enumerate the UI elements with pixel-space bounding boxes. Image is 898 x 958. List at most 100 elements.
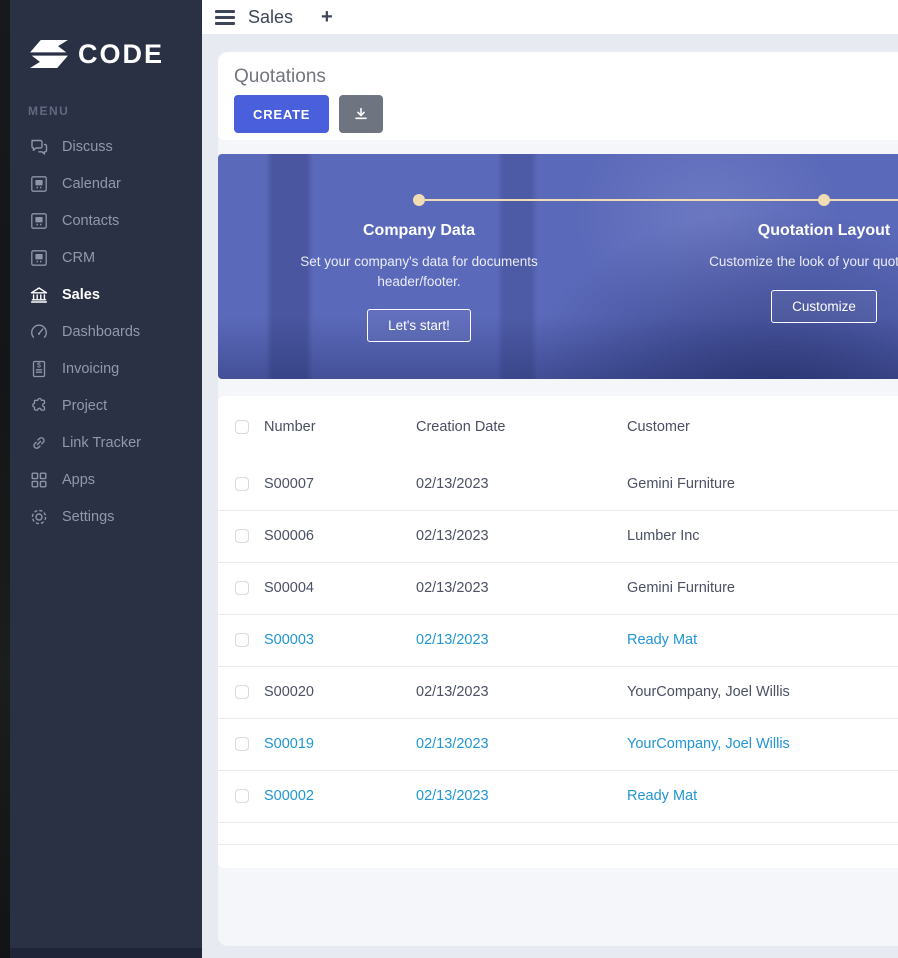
onboarding-progress-line bbox=[425, 199, 898, 201]
plus-icon[interactable]: + bbox=[321, 6, 333, 28]
row-checkbox[interactable] bbox=[235, 737, 249, 751]
sidebar-item-label: CRM bbox=[62, 249, 96, 266]
step-title: Company Data bbox=[362, 222, 476, 239]
sidebar-item-label: Contacts bbox=[62, 212, 120, 229]
sidebar-item-calendar[interactable]: Calendar bbox=[10, 165, 202, 202]
sidebar-item-label: Apps bbox=[62, 471, 96, 488]
sidebar-item-label: Invoicing bbox=[62, 360, 120, 377]
svg-text:$: $ bbox=[37, 362, 41, 369]
row-checkbox[interactable] bbox=[235, 529, 249, 543]
download-button[interactable] bbox=[339, 95, 384, 133]
sidebar-item-label: Link Tracker bbox=[62, 434, 141, 451]
cell-customer[interactable]: Ready Mat bbox=[627, 769, 898, 823]
cell-date[interactable]: 02/13/2023 bbox=[416, 613, 627, 666]
cell-number[interactable]: S00020 bbox=[264, 665, 416, 718]
row-checkbox[interactable] bbox=[235, 789, 249, 803]
page-title: Quotations bbox=[234, 66, 326, 87]
cell-customer[interactable]: Ready Mat bbox=[627, 613, 898, 666]
topbar: Sales + bbox=[202, 0, 898, 34]
quotations-table-card: Number Creation Date Customer S00007 02/… bbox=[218, 396, 898, 868]
menu-section-label: MENU bbox=[28, 104, 70, 118]
cell-date[interactable]: 02/13/2023 bbox=[416, 717, 627, 770]
table-row[interactable]: S00006 02/13/2023 Lumber Inc bbox=[218, 509, 898, 562]
sidebar-item-apps[interactable]: Apps bbox=[10, 461, 202, 498]
quotations-table: Number Creation Date Customer S00007 02/… bbox=[218, 396, 898, 823]
cell-number[interactable]: S00004 bbox=[264, 561, 416, 614]
logo-icon bbox=[30, 40, 68, 68]
menu-toggle-icon[interactable] bbox=[215, 9, 235, 25]
sidebar-item-contacts[interactable]: Contacts bbox=[10, 202, 202, 239]
select-all-checkbox[interactable] bbox=[235, 420, 249, 434]
cell-customer[interactable]: Lumber Inc bbox=[627, 509, 898, 562]
logo-text: CODE bbox=[78, 38, 165, 69]
logo[interactable]: CODE bbox=[10, 18, 202, 82]
onboarding-step-company-data: Company Data Set your company's data for… bbox=[284, 222, 554, 343]
sidebar-item-label: Calendar bbox=[62, 175, 121, 192]
cell-customer[interactable]: Gemini Furniture bbox=[627, 561, 898, 614]
download-icon bbox=[353, 106, 369, 122]
cell-date[interactable]: 02/13/2023 bbox=[416, 475, 489, 492]
cell-number[interactable]: S00003 bbox=[264, 613, 416, 666]
row-checkbox[interactable] bbox=[235, 476, 249, 491]
table-row[interactable]: S00020 02/13/2023 YourCompany, Joel Will… bbox=[218, 665, 898, 718]
row-checkbox[interactable] bbox=[235, 633, 249, 647]
table-row[interactable]: S00002 02/13/2023 Ready Mat bbox=[218, 769, 898, 823]
step-dot-icon bbox=[413, 194, 425, 206]
table-header-row: Number Creation Date Customer bbox=[218, 396, 898, 458]
row-checkbox[interactable] bbox=[235, 685, 249, 699]
sidebar-item-label: Discuss bbox=[62, 138, 113, 155]
cell-date[interactable]: 02/13/2023 bbox=[416, 561, 627, 614]
topbar-app-title[interactable]: Sales bbox=[248, 6, 294, 27]
onboarding-banner: Company Data Set your company's data for… bbox=[218, 154, 898, 379]
sidebar-item-dashboards[interactable]: Dashboards bbox=[10, 313, 202, 350]
sidebar-item-settings[interactable]: Settings bbox=[10, 498, 202, 535]
app-placeholder-icon bbox=[28, 247, 49, 268]
customize-button[interactable]: Customize bbox=[771, 289, 877, 323]
cell-number[interactable]: S00002 bbox=[264, 769, 416, 823]
cell-customer[interactable]: YourCompany, Joel Willis bbox=[627, 665, 898, 718]
cell-customer[interactable]: YourCompany, Joel Willis bbox=[627, 717, 898, 770]
page-header-card: Quotations CREATE bbox=[218, 52, 898, 140]
app-placeholder-icon bbox=[28, 210, 49, 231]
table-row[interactable]: S00003 02/13/2023 Ready Mat bbox=[218, 613, 898, 666]
background-photo-edge bbox=[0, 0, 10, 958]
link-icon bbox=[28, 432, 49, 453]
step-dot-icon bbox=[818, 194, 830, 206]
apps-icon bbox=[28, 469, 49, 490]
lets-start-button[interactable]: Let's start! bbox=[367, 309, 471, 343]
cell-date[interactable]: 02/13/2023 bbox=[416, 509, 627, 562]
table-row[interactable]: S00004 02/13/2023 Gemini Furniture bbox=[218, 561, 898, 614]
sidebar: CODE MENU Discuss bbox=[0, 0, 202, 958]
create-button[interactable]: CREATE bbox=[234, 95, 330, 133]
cell-number[interactable]: S00007 bbox=[264, 475, 314, 492]
cell-date[interactable]: 02/13/2023 bbox=[416, 769, 627, 823]
settings-icon bbox=[28, 506, 49, 527]
sidebar-item-invoicing[interactable]: $ Invoicing bbox=[10, 350, 202, 387]
sidebar-item-label: Dashboards bbox=[62, 323, 141, 340]
step-title: Quotation Layout bbox=[757, 222, 891, 239]
sidebar-item-sales[interactable]: Sales bbox=[10, 276, 202, 313]
app-placeholder-icon bbox=[28, 173, 49, 194]
sidebar-item-project[interactable]: Project bbox=[10, 387, 202, 424]
table-row[interactable]: S00019 02/13/2023 YourCompany, Joel Will… bbox=[218, 717, 898, 770]
column-header-creation-date[interactable]: Creation Date bbox=[416, 419, 506, 435]
table-row[interactable]: S00007 02/13/2023 Gemini Furniture bbox=[218, 458, 898, 510]
cell-date[interactable]: 02/13/2023 bbox=[416, 665, 627, 718]
invoicing-icon: $ bbox=[28, 358, 49, 379]
step-description: Customize the look of your quotations. bbox=[709, 254, 898, 269]
cell-number[interactable]: S00006 bbox=[264, 509, 416, 562]
cell-customer[interactable]: Gemini Furniture bbox=[627, 475, 735, 492]
sales-icon bbox=[28, 284, 49, 305]
sidebar-item-discuss[interactable]: Discuss bbox=[10, 128, 202, 165]
cell-number[interactable]: S00019 bbox=[264, 717, 416, 770]
column-header-number[interactable]: Number bbox=[264, 419, 316, 435]
discuss-icon bbox=[28, 136, 49, 157]
sidebar-item-label: Project bbox=[62, 397, 108, 414]
column-header-customer[interactable]: Customer bbox=[627, 419, 690, 435]
dashboards-icon bbox=[28, 321, 49, 342]
project-icon bbox=[28, 395, 49, 416]
sidebar-item-link-tracker[interactable]: Link Tracker bbox=[10, 424, 202, 461]
sidebar-item-crm[interactable]: CRM bbox=[10, 239, 202, 276]
row-checkbox[interactable] bbox=[235, 581, 249, 595]
